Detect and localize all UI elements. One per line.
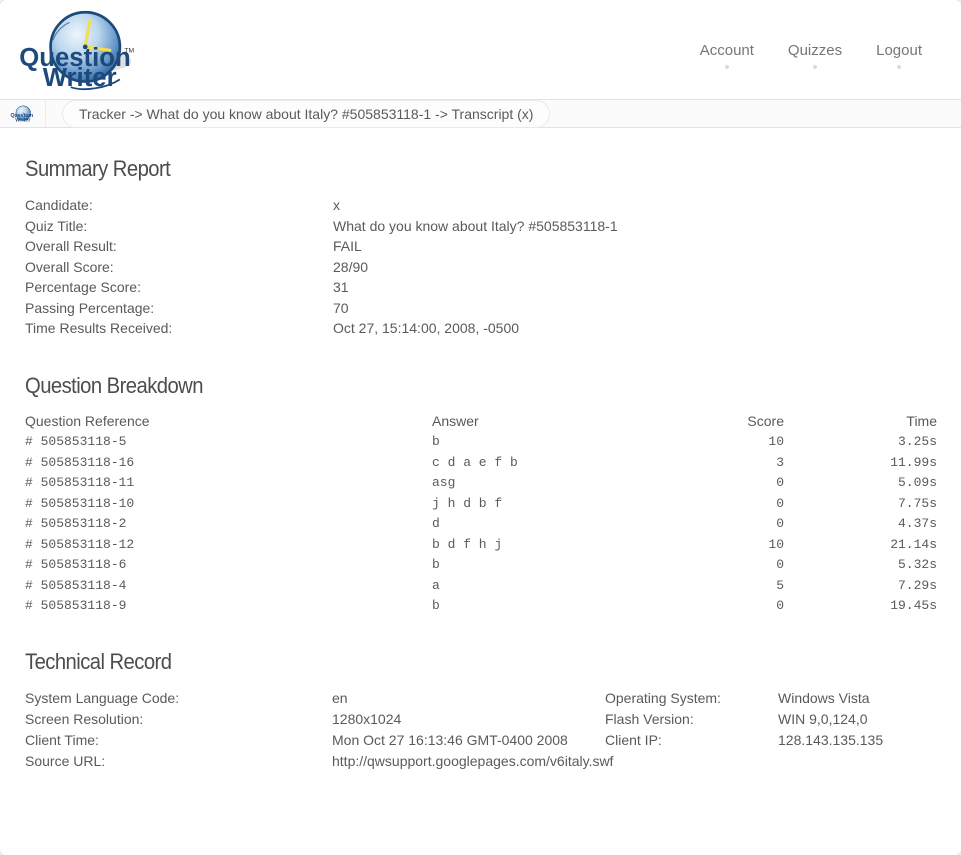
svg-text:TM: TM [124, 48, 134, 55]
svg-text:Writer: Writer [15, 117, 30, 123]
svg-text:Writer: Writer [43, 64, 117, 92]
